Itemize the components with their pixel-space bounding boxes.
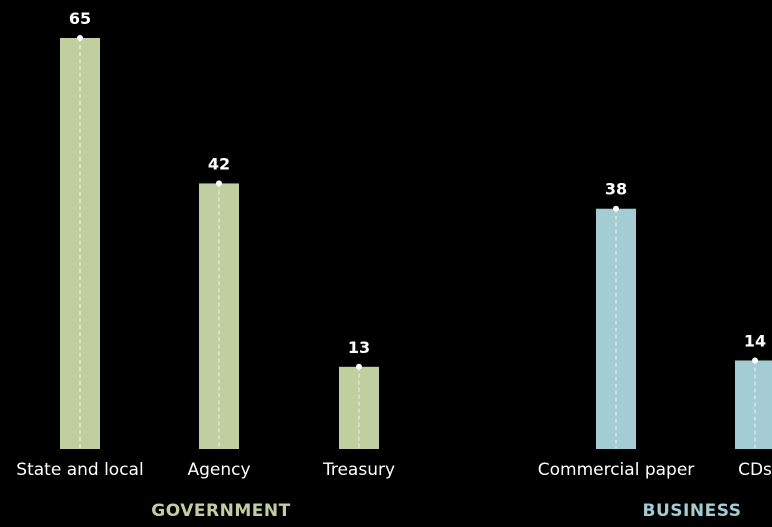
category-label-agency: Agency: [187, 460, 250, 480]
category-label-treasury: Treasury: [322, 460, 395, 480]
data-label-agency: 42: [208, 154, 230, 173]
category-label-state-and-local: State and local: [16, 460, 143, 480]
bar-marker-commercial-paper: [613, 205, 619, 212]
category-label-cds: CDs: [738, 460, 772, 480]
bar-marker-agency: [216, 180, 222, 187]
data-label-state-and-local: 65: [69, 9, 91, 28]
data-label-commercial-paper: 38: [605, 180, 627, 199]
category-label-commercial-paper: Commercial paper: [538, 460, 695, 480]
bar-cds: [735, 360, 772, 449]
data-label-cds: 14: [744, 331, 766, 350]
group-label-business: BUSINESS: [643, 501, 742, 521]
bar-marker-treasury: [356, 363, 362, 370]
bar-marker-state-and-local: [77, 35, 83, 41]
data-label-treasury: 13: [348, 338, 370, 357]
bar-treasury: [339, 366, 379, 449]
group-label-government: GOVERNMENT: [151, 501, 290, 521]
bar-marker-cds: [752, 357, 758, 364]
